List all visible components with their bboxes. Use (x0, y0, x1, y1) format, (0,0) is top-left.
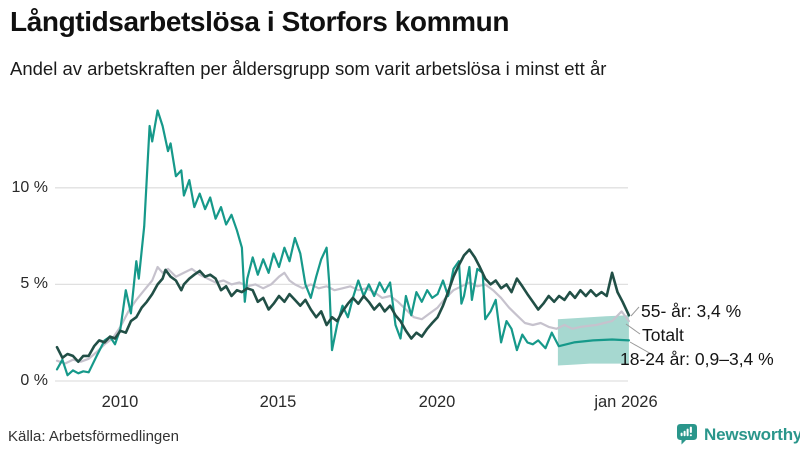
series-label-55-plus: 55- år: 3,4 % (641, 301, 742, 321)
source-attribution: Källa: Arbetsförmedlingen (8, 428, 179, 445)
page-subtitle: Andel av arbetskraften per åldersgrupp s… (10, 58, 607, 79)
newsworthy-bubble-chart-icon (676, 423, 698, 446)
gridlines (55, 187, 628, 382)
chart-series-lines (55, 109, 631, 377)
series-label-totalt: Totalt (642, 325, 684, 345)
y-tick-0: 0 % (20, 372, 48, 389)
y-tick-10: 10 % (11, 179, 48, 196)
x-tick-2010: 2010 (101, 393, 139, 411)
annotation-leader-lines (625, 306, 654, 356)
newsworthy-wordmark: Newsworthy (704, 424, 800, 444)
x-tick-2020: 2020 (418, 393, 456, 411)
y-tick-5: 5 % (20, 275, 48, 292)
series-line-18-24-r (55, 109, 631, 377)
series-line-55-r (55, 248, 631, 364)
page-title: Långtidsarbetslösa i Storfors kommun (10, 6, 510, 37)
series-line-Totalt (55, 265, 631, 365)
x-tick-2015: 2015 (259, 393, 297, 411)
x-tick-jan-2026: jan 2026 (594, 393, 658, 411)
series-label-18-24: 18-24 år: 0,9–3,4 % (620, 349, 774, 369)
newsworthy-logo[interactable]: Newsworthy (676, 423, 800, 446)
